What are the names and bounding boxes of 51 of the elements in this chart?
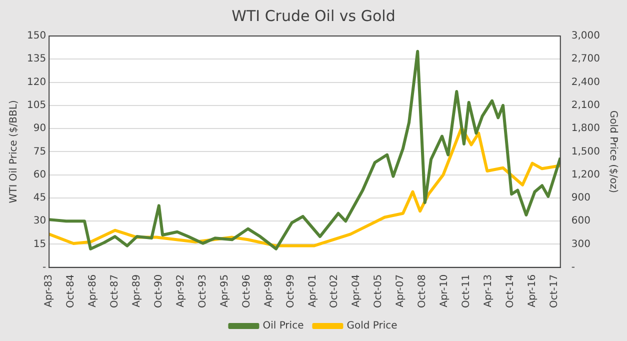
y2-tick-label: 2,100 <box>571 100 600 112</box>
legend-label: Gold Price <box>346 320 398 332</box>
y-tick-label: - <box>42 262 46 273</box>
y-tick-label: 30 <box>33 216 46 227</box>
x-tick-label: Oct-90 <box>154 274 165 308</box>
y2-tick-label: 600 <box>571 216 590 227</box>
x-tick-label: Apr-10 <box>439 274 450 308</box>
y-tick-label: 135 <box>26 54 46 65</box>
y2-tick-label: 300 <box>571 238 590 250</box>
x-tick-label: Apr-95 <box>219 274 230 308</box>
y2-tick-label: - <box>571 262 576 273</box>
y-axis-title: WTI Oil Price ($/BBL) <box>8 100 20 204</box>
x-tick-label: Apr-86 <box>88 274 99 308</box>
y2-tick-label: 3,000 <box>571 30 600 42</box>
y2-tick-label: 2,700 <box>571 54 600 65</box>
y2-tick-label: 2,400 <box>571 76 600 88</box>
x-tick-label: Oct-11 <box>461 274 472 308</box>
x-tick-label: Apr-92 <box>175 274 186 308</box>
y2-axis-title: Gold Price ($/oz) <box>607 110 618 194</box>
x-tick-label: Apr-98 <box>263 274 274 308</box>
y-tick-label: 45 <box>33 192 46 204</box>
x-tick-label: Oct-05 <box>373 274 384 308</box>
x-tick-label: Apr-83 <box>44 274 55 308</box>
x-tick-label: Apr-04 <box>351 274 362 308</box>
x-tick-label: Oct-87 <box>110 274 121 308</box>
x-tick-label: Oct-08 <box>417 274 428 308</box>
x-tick-label: Apr-16 <box>526 274 538 308</box>
y-tick-label: 105 <box>26 100 46 112</box>
x-tick-label: Apr-01 <box>307 274 318 308</box>
y2-tick-label: 900 <box>571 192 590 204</box>
y2-tick-label: 1,500 <box>571 146 600 158</box>
x-tick-label: Apr-13 <box>482 274 494 308</box>
y-tick-label: 15 <box>33 238 46 250</box>
chart-title: WTI Crude Oil vs Gold <box>232 6 396 25</box>
y-tick-label: 150 <box>26 30 46 42</box>
x-tick-label: Apr-07 <box>395 274 406 308</box>
x-tick-label: Apr-89 <box>132 274 143 308</box>
y2-tick-label: 1,200 <box>571 169 600 180</box>
legend-label: Oil Price <box>262 320 304 332</box>
y-tick-label: 60 <box>33 169 46 180</box>
x-tick-label: Oct-84 <box>66 274 77 308</box>
x-tick-label: Oct-99 <box>285 274 296 308</box>
y-tick-label: 120 <box>26 76 46 88</box>
y2-tick-label: 1,800 <box>571 123 600 134</box>
x-tick-label: Oct-17 <box>548 274 560 308</box>
x-tick-label: Oct-02 <box>329 274 340 308</box>
x-tick-label: Oct-14 <box>504 274 516 308</box>
y-tick-label: 90 <box>33 123 46 134</box>
x-tick-label: Oct-96 <box>241 274 252 308</box>
x-tick-label: Oct-93 <box>197 274 208 308</box>
y-tick-label: 75 <box>33 146 46 158</box>
